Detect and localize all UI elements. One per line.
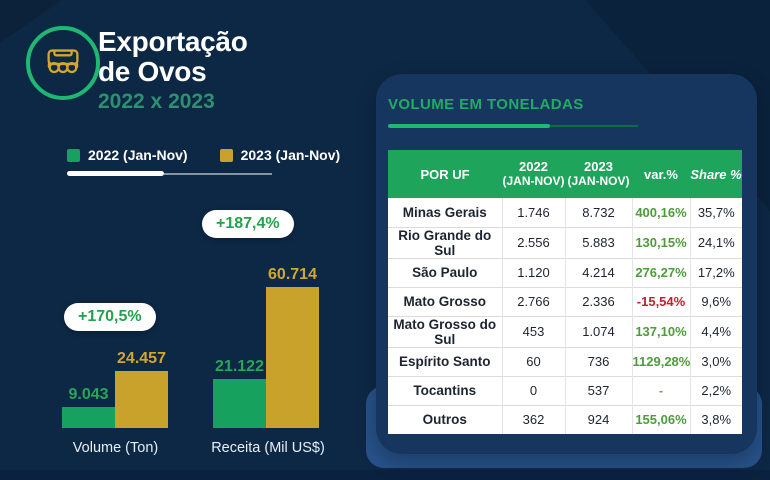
cell-var: - <box>631 375 690 405</box>
column-header: 2022 (JAN-NOV) <box>502 150 565 198</box>
egg-carton-icon <box>47 49 79 74</box>
legend-swatch-2023 <box>219 148 233 162</box>
table-row: Rio Grande do Sul 2.556 5.883 130,15% 24,1% <box>388 226 742 258</box>
cell-v2023: 4.214 <box>564 257 632 287</box>
cell-var: 400,16% <box>631 198 690 227</box>
bar-2022: 21.122 <box>213 358 266 428</box>
uf-table-header: POR UF 2022 (JAN-NOV) 2023 (JAN-NOV) var.% Sha… <box>388 150 742 198</box>
cell-v2023: 736 <box>564 346 632 376</box>
legend-label-2022: 2022 (Jan-Nov) <box>88 147 188 163</box>
table-row: Mato Grosso do Sul 453 1.074 137,10% 4,4% <box>388 315 742 347</box>
table-row: São Paulo 1.120 4.214 276,27% 17,2% <box>388 257 742 287</box>
bar-2023: 60.714 <box>266 266 319 428</box>
cell-share: 9,6% <box>689 286 742 316</box>
table-row: Minas Gerais 1.746 8.732 400,16% 35,7% <box>388 198 742 227</box>
column-header: POR UF <box>388 150 502 198</box>
cell-var: 1129,28% <box>631 346 690 376</box>
cell-share: 4,4% <box>689 315 742 347</box>
bottom-strip <box>0 470 770 480</box>
cell-share: 17,2% <box>689 257 742 287</box>
page-title: Exportação de Ovos 2022 x 2023 <box>98 27 248 114</box>
legend-divider <box>67 171 272 176</box>
table-row: Outros 362 924 155,06% 3,8% <box>388 404 742 434</box>
growth-badge: +170,5% <box>64 303 156 331</box>
cell-v2023: 537 <box>564 375 632 405</box>
bar-value-label: 21.122 <box>215 358 264 375</box>
cell-uf: Mato Grosso <box>388 286 502 316</box>
cell-uf: Mato Grosso do Sul <box>388 315 502 347</box>
cell-share: 3,0% <box>689 346 742 376</box>
panel-title-divider <box>388 124 638 128</box>
cell-v2022: 60 <box>501 346 565 376</box>
legend-item-2023: 2023 (Jan-Nov) <box>219 147 341 163</box>
column-header: 2023 (JAN-NOV) <box>565 150 632 198</box>
panel-title: VOLUME EM TONELADAS <box>388 96 584 113</box>
bar-value-label: 9.043 <box>68 386 109 403</box>
cell-v2022: 453 <box>501 315 565 347</box>
title-line-2: de Ovos <box>98 56 207 87</box>
cell-share: 24,1% <box>689 226 742 258</box>
cell-v2023: 1.074 <box>564 315 632 347</box>
category-label: Volume (Ton) <box>72 440 159 456</box>
volume-panel: VOLUME EM TONELADAS POR UF 2022 (JAN-NOV) 2… <box>376 74 757 454</box>
cell-var: 137,10% <box>631 315 690 347</box>
cell-v2022: 362 <box>501 404 565 434</box>
cell-share: 35,7% <box>689 198 742 227</box>
cell-uf: Tocantins <box>388 375 502 405</box>
cell-var: 155,06% <box>631 404 690 434</box>
bar-2022: 9.043 <box>62 386 115 428</box>
cell-uf: Outros <box>388 404 502 434</box>
cell-uf: Espírito Santo <box>388 346 502 376</box>
cell-v2023: 924 <box>564 404 632 434</box>
category-label: Receita (Mil US$) <box>211 440 325 456</box>
bar-group-receita: 21.122 60.714 <box>213 266 319 428</box>
cell-v2022: 1.120 <box>501 257 565 287</box>
column-header: Share % <box>690 150 742 198</box>
cell-share: 3,8% <box>689 404 742 434</box>
table-row: Mato Grosso 2.766 2.336 -15,54% 9,6% <box>388 286 742 316</box>
cell-uf: Rio Grande do Sul <box>388 226 502 258</box>
bar-value-label: 60.714 <box>268 266 317 283</box>
legend-label-2023: 2023 (Jan-Nov) <box>240 147 341 163</box>
cell-var: 130,15% <box>631 226 690 258</box>
cell-v2022: 2.766 <box>501 286 565 316</box>
table-row: Espírito Santo 60 736 1129,28% 3,0% <box>388 346 742 376</box>
growth-badge: +187,4% <box>202 210 294 238</box>
cell-uf: Minas Gerais <box>388 198 502 227</box>
uf-table: POR UF 2022 (JAN-NOV) 2023 (JAN-NOV) var.% Sha… <box>388 150 742 434</box>
cell-v2023: 2.336 <box>564 286 632 316</box>
cell-v2022: 1.746 <box>501 198 565 227</box>
bar-2023: 24.457 <box>115 350 168 428</box>
cell-v2023: 8.732 <box>564 198 632 227</box>
cell-var: 276,27% <box>631 257 690 287</box>
brand-ring <box>26 26 100 100</box>
legend-swatch-2022 <box>67 148 80 162</box>
cell-share: 2,2% <box>689 375 742 405</box>
title-years: 2022 x 2023 <box>98 90 215 113</box>
bar-value-label: 24.457 <box>117 350 166 367</box>
cell-v2022: 2.556 <box>501 226 565 258</box>
chart-legend: 2022 (Jan-Nov) 2023 (Jan-Nov) <box>67 147 340 163</box>
title-line-1: Exportação <box>98 26 248 57</box>
cell-v2022: 0 <box>501 375 565 405</box>
bar-group-volume: 9.043 24.457 <box>62 350 168 428</box>
cell-uf: São Paulo <box>388 257 502 287</box>
cell-var: -15,54% <box>631 286 690 316</box>
column-header: var.% <box>632 150 690 198</box>
legend-item-2022: 2022 (Jan-Nov) <box>67 147 188 163</box>
table-row: Tocantins 0 537-2,2% <box>388 375 742 405</box>
cell-v2023: 5.883 <box>564 226 632 258</box>
